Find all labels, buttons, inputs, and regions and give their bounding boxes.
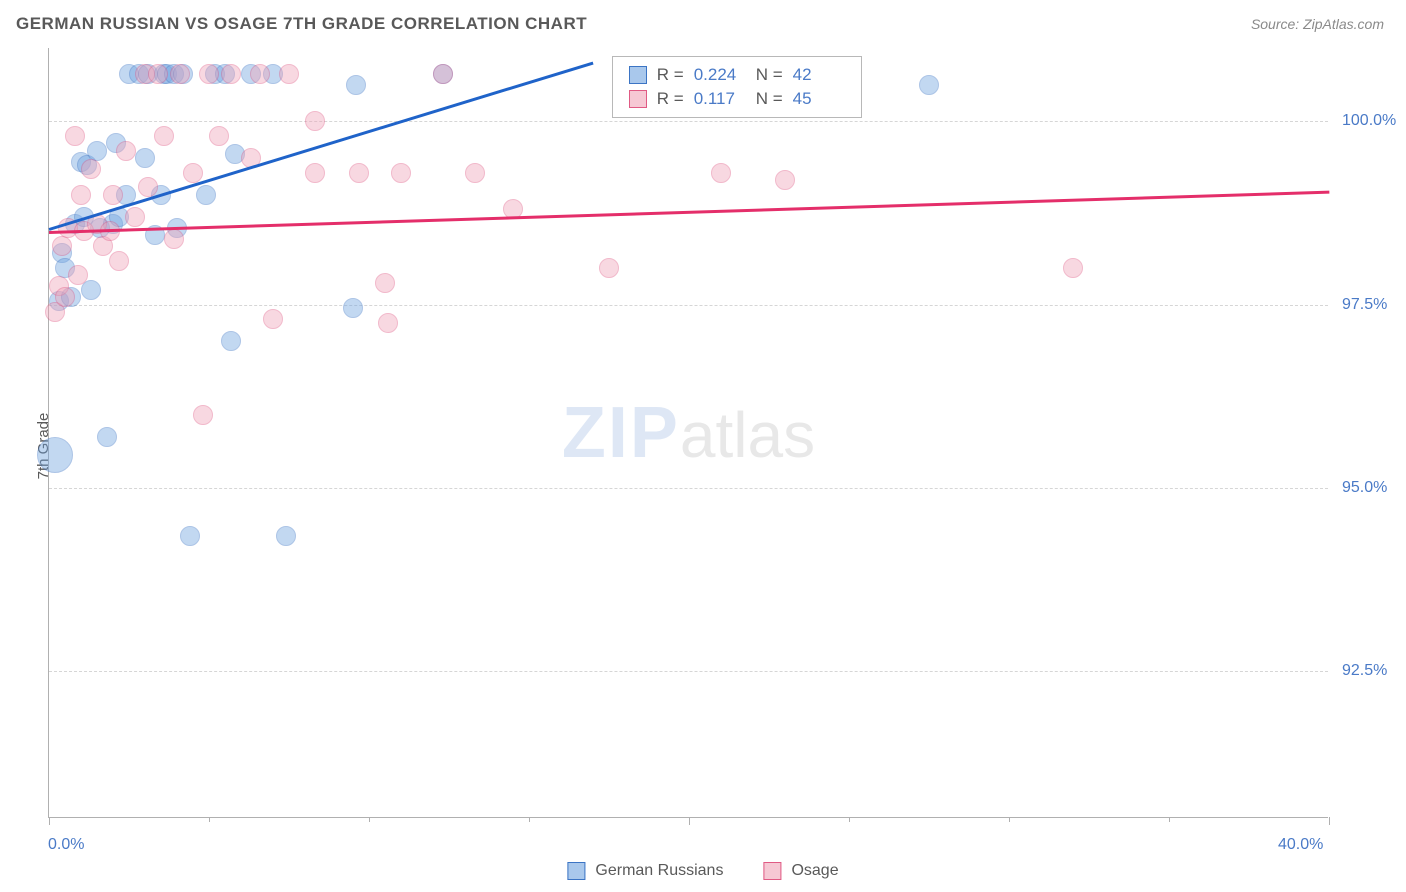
stats-row: R = 0.117 N = 45 (629, 87, 845, 111)
stats-n-label: N = (756, 65, 783, 85)
scatter-point (378, 313, 398, 333)
scatter-point (711, 163, 731, 183)
stats-r-label: R = (657, 65, 684, 85)
legend-swatch (629, 90, 647, 108)
scatter-point (305, 163, 325, 183)
scatter-point (343, 298, 363, 318)
scatter-point (221, 331, 241, 351)
scatter-point (164, 229, 184, 249)
y-tick-label: 95.0% (1342, 479, 1387, 497)
gridline (49, 488, 1328, 489)
scatter-point (81, 159, 101, 179)
scatter-point (279, 64, 299, 84)
x-tick (1329, 817, 1330, 825)
legend: German Russians Osage (567, 862, 838, 880)
stats-row: R = 0.224 N = 42 (629, 63, 845, 87)
scatter-point (154, 126, 174, 146)
legend-item: German Russians (567, 862, 723, 880)
scatter-point (199, 64, 219, 84)
gridline (49, 305, 1328, 306)
trend-line (49, 191, 1329, 234)
watermark: ZIPatlas (562, 392, 815, 474)
scatter-point (465, 163, 485, 183)
scatter-point (305, 111, 325, 131)
scatter-point (391, 163, 411, 183)
legend-label: Osage (791, 862, 838, 880)
scatter-point (919, 75, 939, 95)
scatter-point (180, 526, 200, 546)
x-tick-minor (209, 817, 210, 822)
stats-box: R = 0.224 N = 42 R = 0.117 N = 45 (612, 56, 862, 118)
watermark-atlas: atlas (680, 399, 815, 471)
scatter-point (1063, 258, 1083, 278)
scatter-point (221, 64, 241, 84)
x-tick-minor (529, 817, 530, 822)
scatter-point (37, 437, 73, 473)
scatter-point (65, 126, 85, 146)
chart-title: GERMAN RUSSIAN VS OSAGE 7TH GRADE CORREL… (16, 14, 587, 34)
scatter-point (375, 273, 395, 293)
legend-item: Osage (763, 862, 838, 880)
scatter-point (52, 236, 72, 256)
y-tick-label: 100.0% (1342, 112, 1396, 130)
scatter-point (97, 427, 117, 447)
stats-n-label: N = (756, 89, 783, 109)
scatter-point (775, 170, 795, 190)
x-tick-label: 40.0% (1278, 836, 1323, 854)
legend-swatch (567, 862, 585, 880)
gridline (49, 671, 1328, 672)
x-tick-minor (369, 817, 370, 822)
scatter-point (116, 141, 136, 161)
scatter-point (276, 526, 296, 546)
x-tick-minor (1009, 817, 1010, 822)
scatter-point (183, 163, 203, 183)
scatter-point (125, 207, 145, 227)
x-tick (49, 817, 50, 825)
x-tick-minor (1169, 817, 1170, 822)
x-tick-label: 0.0% (48, 836, 84, 854)
scatter-point (250, 64, 270, 84)
scatter-point (87, 141, 107, 161)
y-tick-label: 92.5% (1342, 662, 1387, 680)
scatter-point (103, 185, 123, 205)
scatter-point (433, 64, 453, 84)
scatter-point (349, 163, 369, 183)
gridline (49, 121, 1328, 122)
scatter-point (193, 405, 213, 425)
legend-swatch (629, 66, 647, 84)
scatter-point (55, 287, 75, 307)
stats-n-value: 42 (793, 65, 845, 85)
stats-r-value: 0.117 (694, 89, 746, 109)
scatter-point (196, 185, 216, 205)
scatter-point (109, 251, 129, 271)
scatter-point (170, 64, 190, 84)
stats-r-label: R = (657, 89, 684, 109)
scatter-point (599, 258, 619, 278)
plot-area: ZIPatlas R = 0.224 N = 42 R = 0.117 N = 45 (48, 48, 1328, 818)
scatter-point (68, 265, 88, 285)
watermark-zip: ZIP (562, 393, 680, 473)
scatter-point (209, 126, 229, 146)
scatter-point (346, 75, 366, 95)
stats-r-value: 0.224 (694, 65, 746, 85)
scatter-point (71, 185, 91, 205)
scatter-point (135, 148, 155, 168)
legend-label: German Russians (595, 862, 723, 880)
source-label: Source: ZipAtlas.com (1251, 16, 1384, 32)
legend-swatch (763, 862, 781, 880)
y-tick-label: 97.5% (1342, 296, 1387, 314)
scatter-point (263, 309, 283, 329)
x-tick (689, 817, 690, 825)
x-tick-minor (849, 817, 850, 822)
scatter-point (148, 64, 168, 84)
stats-n-value: 45 (793, 89, 845, 109)
